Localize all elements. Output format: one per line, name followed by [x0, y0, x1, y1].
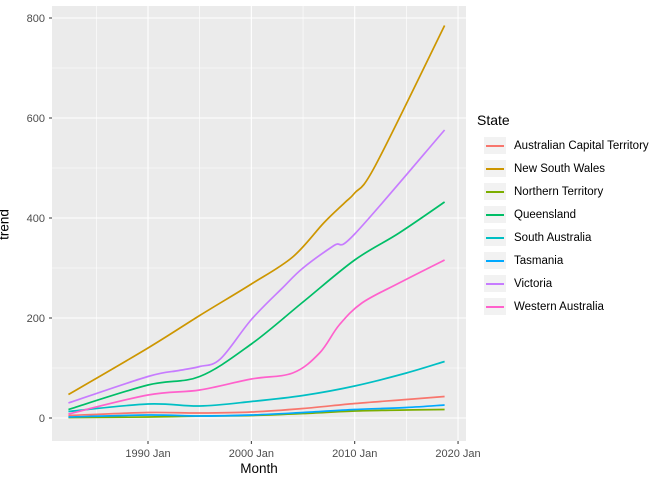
- series-line-victoria: [68, 129, 446, 404]
- legend: State Australian Capital Territory New So…: [477, 112, 656, 321]
- legend-key-icon: [484, 206, 506, 223]
- legend-row-queensland: Queensland: [484, 206, 649, 223]
- legend-key-line-icon: [486, 190, 504, 193]
- legend-key-icon: [484, 137, 506, 154]
- legend-key-icon: [484, 160, 506, 177]
- legend-key-line-icon: [486, 259, 504, 262]
- legend-row-south-australia: South Australia: [484, 229, 649, 246]
- series-line-new-south-wales: [68, 25, 446, 396]
- legend-items: Australian Capital Territory New South Wa…: [477, 137, 656, 315]
- legend-key-line-icon: [486, 167, 504, 170]
- legend-label: Australian Capital Territory: [514, 139, 649, 152]
- series-line-south-australia: [68, 360, 445, 413]
- y-tick-label: 0: [39, 413, 45, 425]
- legend-label: Tasmania: [514, 254, 564, 267]
- legend-label: Victoria: [514, 277, 553, 290]
- y-tick-label: 200: [27, 313, 45, 325]
- series-line-queensland: [68, 201, 446, 411]
- legend-row-western-australia: Western Australia: [484, 298, 649, 315]
- series-line-western-australia: [68, 259, 445, 415]
- legend-key-line-icon: [486, 213, 504, 216]
- legend-key-icon: [484, 183, 506, 200]
- legend-label: Northern Territory: [514, 185, 604, 198]
- legend-label: Queensland: [514, 208, 577, 221]
- legend-key-line-icon: [486, 236, 504, 239]
- legend-label: Western Australia: [514, 300, 604, 313]
- plot-panel: [52, 6, 466, 441]
- legend-key-line-icon: [486, 144, 504, 147]
- x-tick-label: 1990 Jan: [125, 448, 170, 460]
- legend-label: New South Wales: [514, 162, 605, 175]
- legend-key-icon: [484, 298, 506, 315]
- x-tick-label: 2010 Jan: [332, 448, 377, 460]
- legend-row-victoria: Victoria: [484, 275, 649, 292]
- y-tick-label: 800: [27, 13, 45, 25]
- y-axis-title: trend: [0, 209, 12, 240]
- x-tick-label: 2000 Jan: [229, 448, 274, 460]
- legend-row-new-south-wales: New South Wales: [484, 160, 649, 177]
- legend-key-icon: [484, 229, 506, 246]
- legend-row-australian-capital-territory: Australian Capital Territory: [484, 137, 649, 154]
- legend-key-icon: [484, 275, 506, 292]
- legend-row-northern-territory: Northern Territory: [484, 183, 649, 200]
- legend-key-line-icon: [486, 305, 504, 308]
- legend-key-icon: [484, 252, 506, 269]
- legend-row-tasmania: Tasmania: [484, 252, 649, 269]
- series-line-tasmania: [68, 404, 445, 418]
- legend-title: State: [477, 112, 510, 128]
- y-tick-label: 400: [27, 213, 45, 225]
- x-tick-label: 2020 Jan: [435, 448, 480, 460]
- x-axis-title: Month: [240, 461, 278, 476]
- legend-label: South Australia: [514, 231, 592, 244]
- legend-key-line-icon: [486, 282, 504, 285]
- y-tick-label: 600: [27, 113, 45, 125]
- series-line-australian-capital-territory: [68, 395, 445, 417]
